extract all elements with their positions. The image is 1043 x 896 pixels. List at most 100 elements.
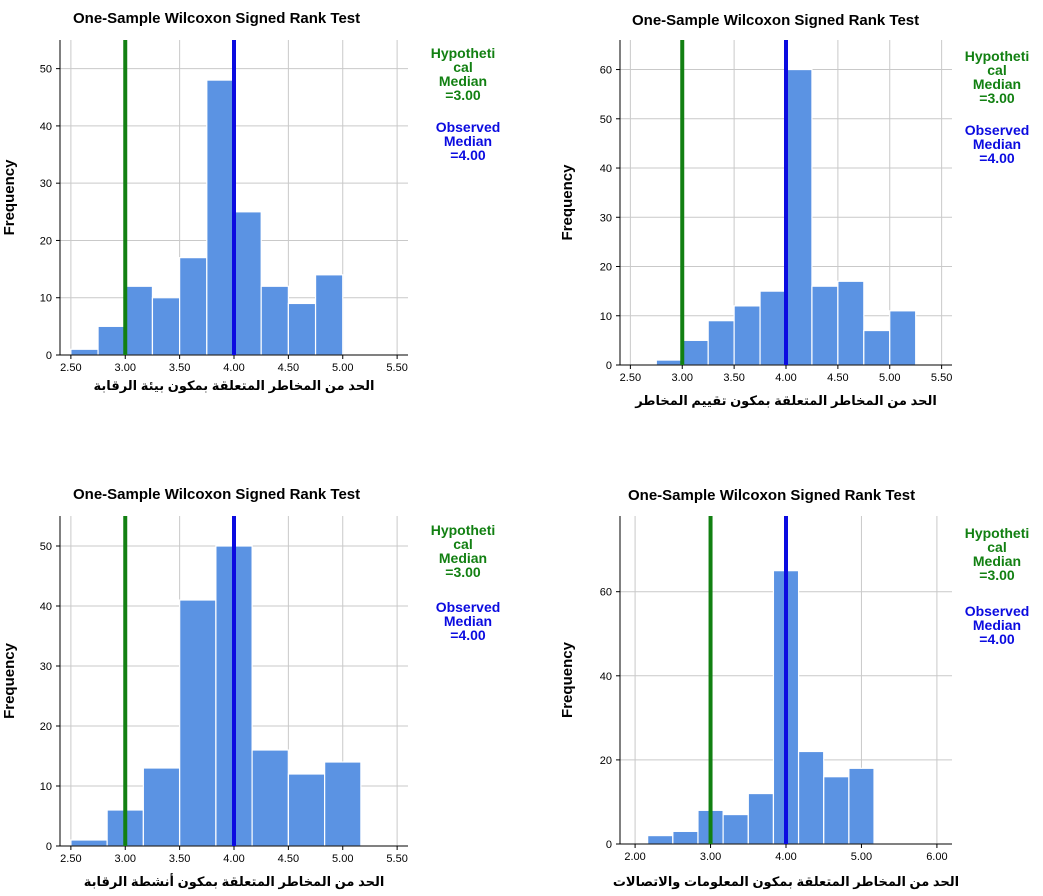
legend-line: cal [987,539,1007,555]
histogram-bar [206,79,235,356]
histogram-bar [811,285,839,366]
y-tick-label: 30 [40,178,52,190]
hypothetical-median-legend: Hypotheti cal Median =3.00 [418,46,508,102]
legend-line: =4.00 [979,150,1015,166]
x-tick-label: 2.50 [60,362,81,374]
x-tick-label: 3.50 [169,853,190,865]
y-tick-label: 20 [600,755,612,767]
y-tick-label: 40 [600,163,612,175]
x-tick-label: 3.00 [115,853,136,865]
histogram-bar [823,776,850,845]
y-tick-label: 0 [46,841,52,853]
histogram-bar [848,767,875,845]
histogram-bar [747,792,775,845]
observed-median-legend: Observed Median =4.00 [418,120,518,162]
histogram-2: 0 10 20 30 40 50 60 2.50 3.00 3.50 4.00 4.50 5.00 5.5… [559,40,952,408]
legend-line: Hypotheti [964,525,1030,541]
x-tick-label: 5.00 [879,372,900,384]
y-tick-label: 30 [40,661,52,673]
legend-line: Median [972,136,1022,152]
histogram-bar [759,290,787,366]
x-tick-label: 4.50 [278,853,299,865]
x-tick-label: 5.00 [332,853,353,865]
observed-median-legend: Observed Median =4.00 [952,604,1042,646]
chart-panel-1: One-Sample Wilcoxon Signed Rank Test 0 10… [0,0,520,440]
x-tick-label: 2.00 [624,851,645,863]
histogram-bar [837,280,865,366]
legend-line: cal [453,59,473,75]
x-axis-title: الحد من المخاطر المتعلقة بمكون أنشطة الر… [84,873,385,889]
histogram-bar [142,767,181,847]
x-tick-label: 3.50 [169,362,190,374]
chart-title: One-Sample Wilcoxon Signed Rank Test [632,12,920,29]
histogram-3: 0 10 20 30 40 50 2.50 3.00 3.50 4.00 4.50 5.00 5.50 F… [1,516,408,889]
legend-line: Observed [964,603,1030,619]
histogram-bar [672,830,699,845]
hypothetical-median-legend: Hypotheti cal Median =3.00 [952,49,1042,105]
legend-line: Median [443,133,493,149]
y-tick-label: 30 [600,212,612,224]
chart-title: One-Sample Wilcoxon Signed Rank Test [73,486,361,503]
legend-line: Hypotheti [430,522,496,538]
x-tick-label: 5.50 [931,372,952,384]
x-tick-label: 3.00 [672,372,693,384]
x-tick-label: 3.00 [700,851,721,863]
y-axis-title: Frequency [559,164,576,241]
y-tick-label: 20 [40,721,52,733]
y-tick-label: 10 [40,293,52,305]
histogram-bar [863,329,891,366]
histogram-bar [647,834,674,845]
y-tick-label: 40 [40,601,52,613]
y-tick-label: 20 [600,262,612,274]
y-tick-label: 50 [600,114,612,126]
x-tick-label: 3.50 [723,372,744,384]
x-axis-title: الحد من المخاطر المتعلقة بمكون تقييم الم… [634,393,937,408]
legend-line: =3.00 [979,90,1015,106]
legend-line: Median [972,617,1022,633]
x-tick-label: 2.50 [60,853,81,865]
histogram-4: 0 20 40 60 2.00 3.00 4.00 5.00 6.00 Frequency الحد… [559,516,959,889]
x-tick-label: 4.50 [278,362,299,374]
y-tick-label: 10 [600,311,612,323]
chart-panel-4: One-Sample Wilcoxon Signed Rank Test 0 20… [520,476,1043,896]
x-axis-title: الحد من المخاطر المتعلقة بمكون بيئة الرق… [94,378,375,393]
x-tick-label: 4.00 [775,851,796,863]
y-tick-label: 0 [46,350,52,362]
hypothetical-median-legend: Hypotheti cal Median =3.00 [418,523,508,579]
histogram-bar [70,348,99,356]
observed-median-legend: Observed Median =4.00 [952,123,1042,165]
histogram-bar [681,339,709,366]
x-tick-label: 4.50 [827,372,848,384]
legend-line: Median [972,76,1022,92]
x-tick-label: 5.00 [851,851,872,863]
legend-line: Observed [435,119,501,135]
histogram-bar [733,305,761,366]
y-tick-label: 50 [40,541,52,553]
legend-line: Median [438,550,488,566]
y-tick-label: 10 [40,781,52,793]
histogram-1: 0 10 20 30 40 50 2.50 3.00 3.50 4.00 4.50 5.00 5.50 F… [1,40,408,393]
x-tick-label: 4.00 [223,362,244,374]
x-tick-label: 3.00 [115,362,136,374]
y-axis-title: Frequency [1,159,18,236]
legend-line: =4.00 [979,631,1015,647]
histogram-bar [260,285,289,356]
legend-line: Hypotheti [430,45,496,61]
histogram-bar [722,813,749,845]
x-tick-label: 5.00 [332,362,353,374]
histogram-bar [889,310,917,366]
histogram-bar [179,257,208,356]
legend-line: cal [987,62,1007,78]
histogram-bar [251,749,289,847]
chart-panel-2: One-Sample Wilcoxon Signed Rank Test 0 10… [520,0,1043,440]
x-tick-label: 5.50 [386,853,407,865]
histogram-bar [785,68,813,366]
x-tick-label: 6.00 [926,851,947,863]
legend-line: =4.00 [450,627,486,643]
histogram-bar [151,297,181,356]
y-tick-label: 0 [606,839,612,851]
x-tick-label: 2.50 [620,372,641,384]
observed-median-legend: Observed Median =4.00 [418,600,518,642]
histogram-bar [97,325,126,356]
x-tick-label: 5.50 [386,362,407,374]
